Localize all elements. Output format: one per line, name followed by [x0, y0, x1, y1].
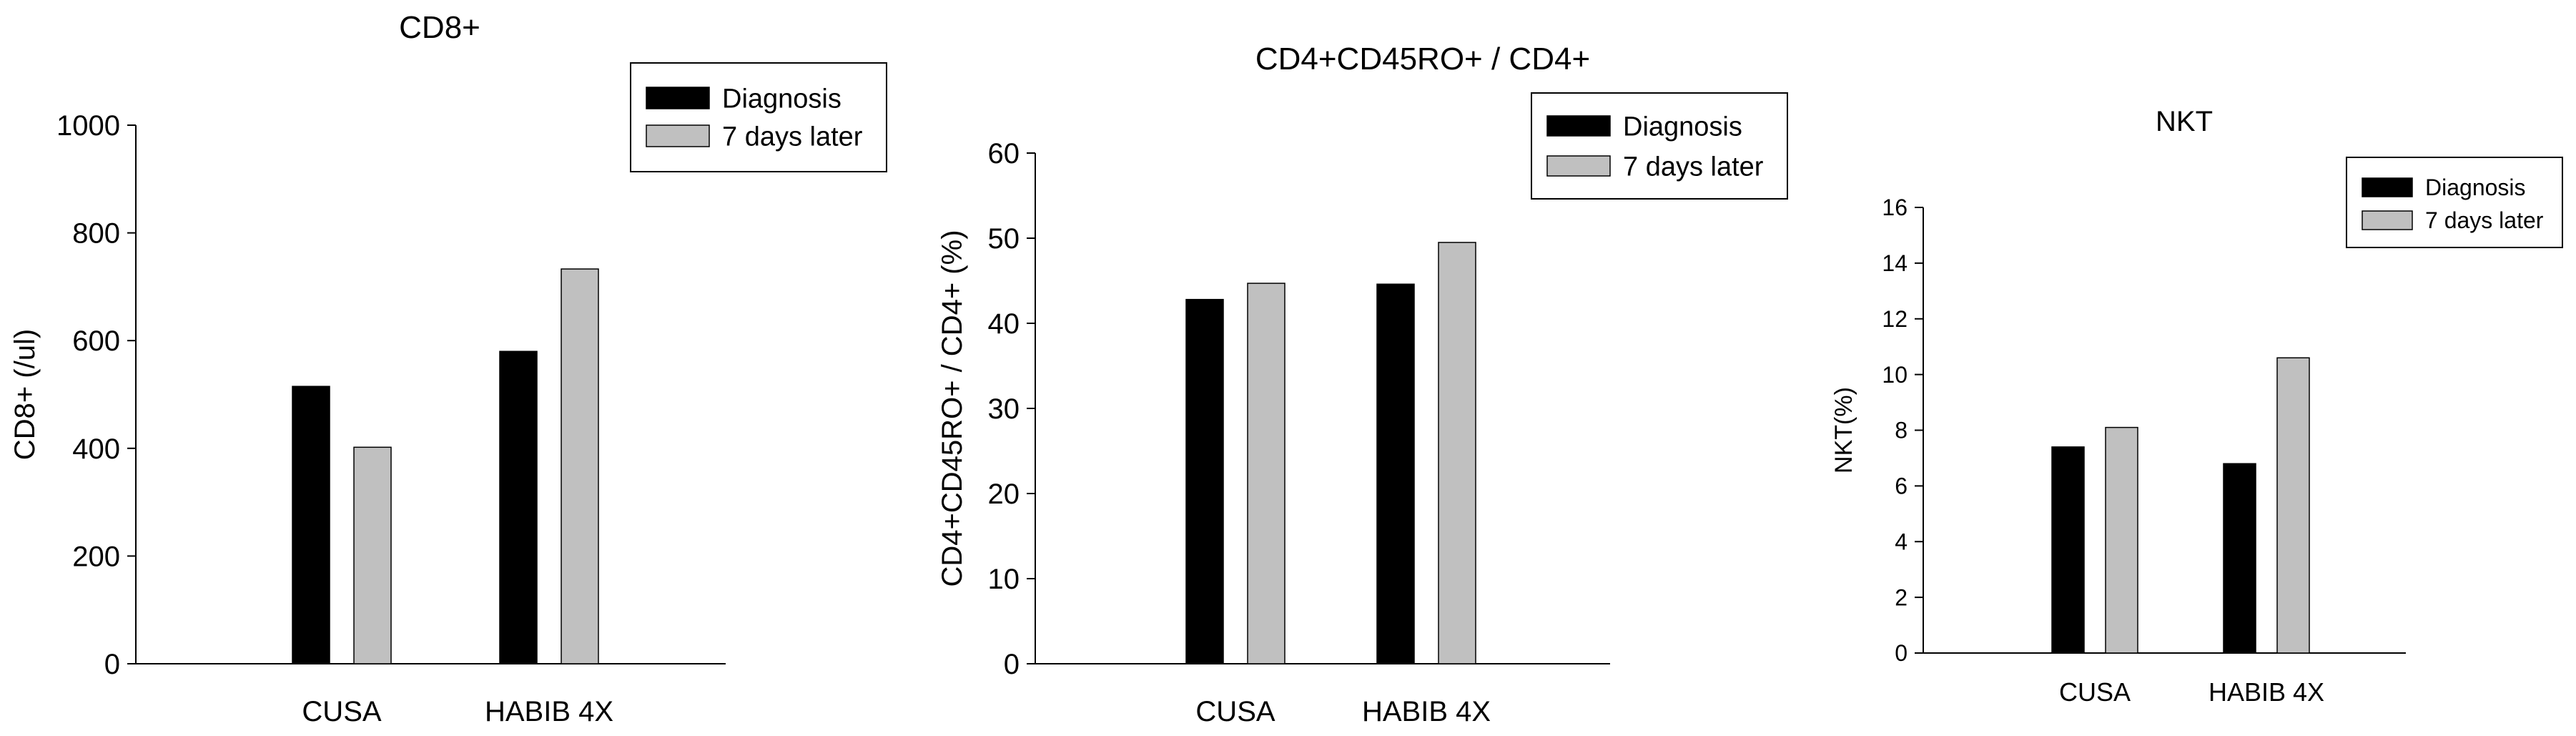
legend-swatch [1546, 155, 1611, 177]
y-axis-label: CD4+CD45RO+ / CD4+ (%) [937, 230, 968, 587]
x-category-label: HABIB 4X [2209, 677, 2324, 707]
legend-label: Diagnosis [1623, 112, 1742, 142]
legend-box [2346, 157, 2563, 248]
y-tick-label: 400 [72, 433, 120, 465]
legend-label: Diagnosis [722, 84, 842, 114]
y-tick-label: 0 [104, 649, 120, 680]
bar-habib-4x-s2 [2276, 357, 2310, 654]
chart-2: CD4+CD45RO+ / CD4+ 0 10 20 30 40 50 60 CD4+CD45R… [937, 41, 1788, 727]
chart-title: CD8+ [399, 10, 480, 45]
y-tick-label: 14 [1882, 250, 1908, 276]
y-tick-label: 1000 [56, 110, 120, 142]
legend-swatch [2362, 177, 2413, 197]
bar-cusa-s1 [292, 386, 330, 664]
y-tick-label: 40 [988, 308, 1020, 340]
bar-cusa-s2 [2105, 426, 2138, 654]
y-axis-label: CD8+ (/ul) [9, 329, 41, 460]
y-tick-label: 10 [1882, 362, 1908, 388]
bar-habib-4x-s2 [1438, 242, 1476, 664]
y-tick-label: 60 [988, 138, 1020, 170]
legend-box [1531, 92, 1788, 200]
x-category-label: HABIB 4X [1362, 696, 1491, 727]
chart-title: CD4+CD45RO+ / CD4+ [1255, 41, 1590, 77]
legend-swatch [1546, 115, 1611, 137]
legend-swatch [646, 87, 710, 109]
bar-cusa-s1 [2051, 446, 2085, 654]
y-tick-label: 2 [1895, 584, 1908, 610]
legend-label: 7 days later [1623, 152, 1764, 182]
y-tick-label: 0 [1004, 649, 1020, 680]
x-category-label: CUSA [1195, 696, 1275, 727]
y-tick-label: 0 [1895, 640, 1908, 666]
y-tick-label: 50 [988, 223, 1020, 255]
y-tick-label: 800 [72, 218, 120, 250]
y-tick-label: 6 [1895, 474, 1908, 499]
y-tick-label: 20 [988, 479, 1020, 510]
bar-habib-4x-s2 [561, 268, 599, 664]
bar-cusa-s2 [353, 446, 392, 664]
y-tick-label: 16 [1882, 195, 1908, 220]
bar-cusa-s1 [1185, 298, 1224, 664]
chart-3: NKT 0 2 4 6 8 10 12 14 16 NKT(%) CUSA HABIB 4X Diagno… [1830, 106, 2563, 707]
bar-habib-4x-s1 [499, 350, 538, 664]
y-tick-label: 600 [72, 325, 120, 357]
x-category-label: CUSA [302, 696, 381, 727]
legend-label: 7 days later [722, 122, 863, 152]
legend-box [630, 62, 887, 172]
y-tick-label: 30 [988, 393, 1020, 425]
y-tick-label: 10 [988, 564, 1020, 595]
y-tick-label: 200 [72, 541, 120, 572]
bar-habib-4x-s1 [1376, 283, 1415, 664]
legend-label: 7 days later [2425, 207, 2544, 233]
x-category-label: CUSA [2059, 677, 2131, 707]
x-category-label: HABIB 4X [485, 696, 613, 727]
legend-label: Diagnosis [2425, 175, 2526, 200]
legend-swatch [2362, 210, 2413, 230]
chart-1: CD8+ 0 200 400 600 800 1000 CD8+ (/ul) CUSA HABIB… [9, 10, 887, 727]
y-tick-label: 12 [1882, 306, 1908, 332]
y-tick-label: 8 [1895, 418, 1908, 443]
bar-habib-4x-s1 [2223, 463, 2256, 654]
legend-swatch [646, 124, 710, 147]
y-tick-label: 4 [1895, 529, 1908, 554]
bar-cusa-s2 [1247, 283, 1285, 664]
chart-title: NKT [2156, 106, 2213, 137]
y-axis-label: NKT(%) [1830, 387, 1857, 474]
